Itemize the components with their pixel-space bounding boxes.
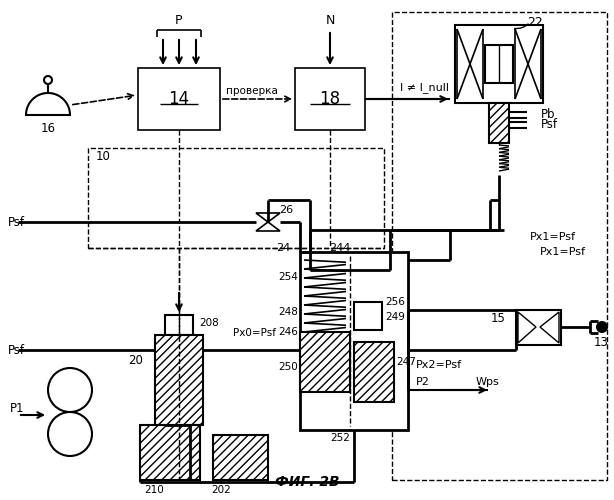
Bar	[455, 25, 543, 103]
Text: проверка: проверка	[226, 86, 278, 96]
Text: 24: 24	[276, 243, 290, 253]
Bar	[485, 45, 513, 83]
Text: P1: P1	[10, 402, 25, 414]
Text: 246: 246	[278, 327, 298, 337]
Text: 20: 20	[128, 354, 143, 366]
Text: P2: P2	[416, 377, 430, 387]
Text: Pb: Pb	[541, 108, 556, 122]
Text: P: P	[175, 14, 183, 26]
Bar	[138, 68, 220, 130]
Text: Psf: Psf	[8, 216, 25, 228]
Text: Px1=Psf: Px1=Psf	[530, 232, 576, 242]
Text: 252: 252	[330, 433, 350, 443]
Bar	[300, 332, 350, 392]
Bar	[165, 315, 193, 335]
Text: 254: 254	[278, 272, 298, 282]
Bar	[392, 12, 607, 480]
Bar	[354, 342, 394, 402]
Text: Px2=Psf: Px2=Psf	[416, 360, 462, 370]
Text: 210: 210	[144, 485, 164, 495]
Text: 16: 16	[41, 122, 55, 136]
Text: 26: 26	[279, 205, 293, 215]
Text: Px1=Psf: Px1=Psf	[540, 247, 586, 257]
Text: 208: 208	[199, 318, 219, 328]
Text: 202: 202	[211, 485, 231, 495]
Text: 14: 14	[168, 90, 190, 108]
Bar	[354, 302, 382, 330]
Text: 10: 10	[96, 150, 111, 162]
Text: 248: 248	[278, 307, 298, 317]
Bar	[516, 310, 561, 345]
Text: I ≠ I_null: I ≠ I_null	[400, 82, 449, 94]
Text: Px0=Psf: Px0=Psf	[233, 328, 276, 338]
Bar	[213, 435, 268, 480]
Text: 244: 244	[329, 243, 351, 253]
Text: 256: 256	[385, 297, 405, 307]
Circle shape	[596, 321, 608, 333]
Text: Psf: Psf	[8, 344, 25, 356]
Text: Wps: Wps	[476, 377, 500, 387]
Text: 22: 22	[527, 16, 543, 28]
Text: N: N	[325, 14, 335, 26]
Bar	[155, 335, 203, 425]
Bar	[88, 148, 384, 248]
Text: 250: 250	[278, 362, 298, 372]
Bar	[295, 68, 365, 130]
Text: ФИГ. 2В: ФИГ. 2В	[274, 475, 340, 489]
Bar	[489, 103, 509, 143]
Bar	[300, 252, 408, 430]
Text: 13: 13	[594, 336, 609, 349]
Bar	[140, 425, 200, 480]
Text: Psf: Psf	[541, 118, 558, 132]
Text: 15: 15	[491, 312, 506, 324]
Text: 18: 18	[319, 90, 341, 108]
Text: 247: 247	[396, 357, 416, 367]
Text: 249: 249	[385, 312, 405, 322]
